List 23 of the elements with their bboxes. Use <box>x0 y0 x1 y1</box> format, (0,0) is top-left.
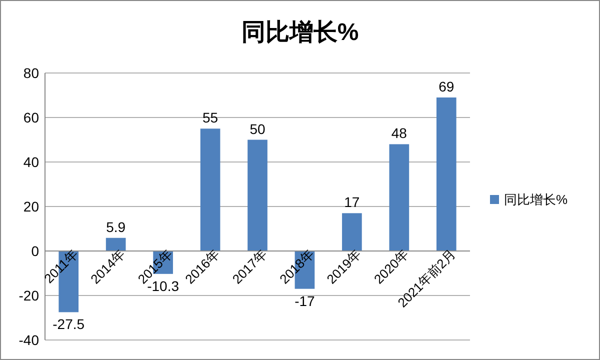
data-label: 55 <box>202 110 218 126</box>
data-label: -17 <box>294 292 316 309</box>
y-tick-label: -40 <box>18 332 40 348</box>
y-tick-label: -20 <box>18 288 40 304</box>
y-tick-label: 20 <box>23 198 40 214</box>
data-label: 17 <box>344 194 360 210</box>
y-tick-label: 60 <box>23 110 40 126</box>
bar <box>342 213 362 251</box>
y-tick-label: 0 <box>31 243 40 259</box>
data-label: 50 <box>250 120 266 137</box>
bar <box>106 238 126 251</box>
bar <box>389 144 410 251</box>
bar <box>248 140 268 251</box>
y-tick-label: 40 <box>23 154 40 170</box>
chart-title: 同比增长% <box>241 19 359 46</box>
data-label: 69 <box>438 78 454 94</box>
y-tick-label: 80 <box>23 65 40 81</box>
legend-label: 同比增长% <box>504 192 568 207</box>
bar <box>436 97 456 251</box>
data-label: 5.9 <box>106 218 126 235</box>
data-label: -27.5 <box>52 316 85 332</box>
data-label: 48 <box>391 125 408 142</box>
bar <box>200 128 220 251</box>
